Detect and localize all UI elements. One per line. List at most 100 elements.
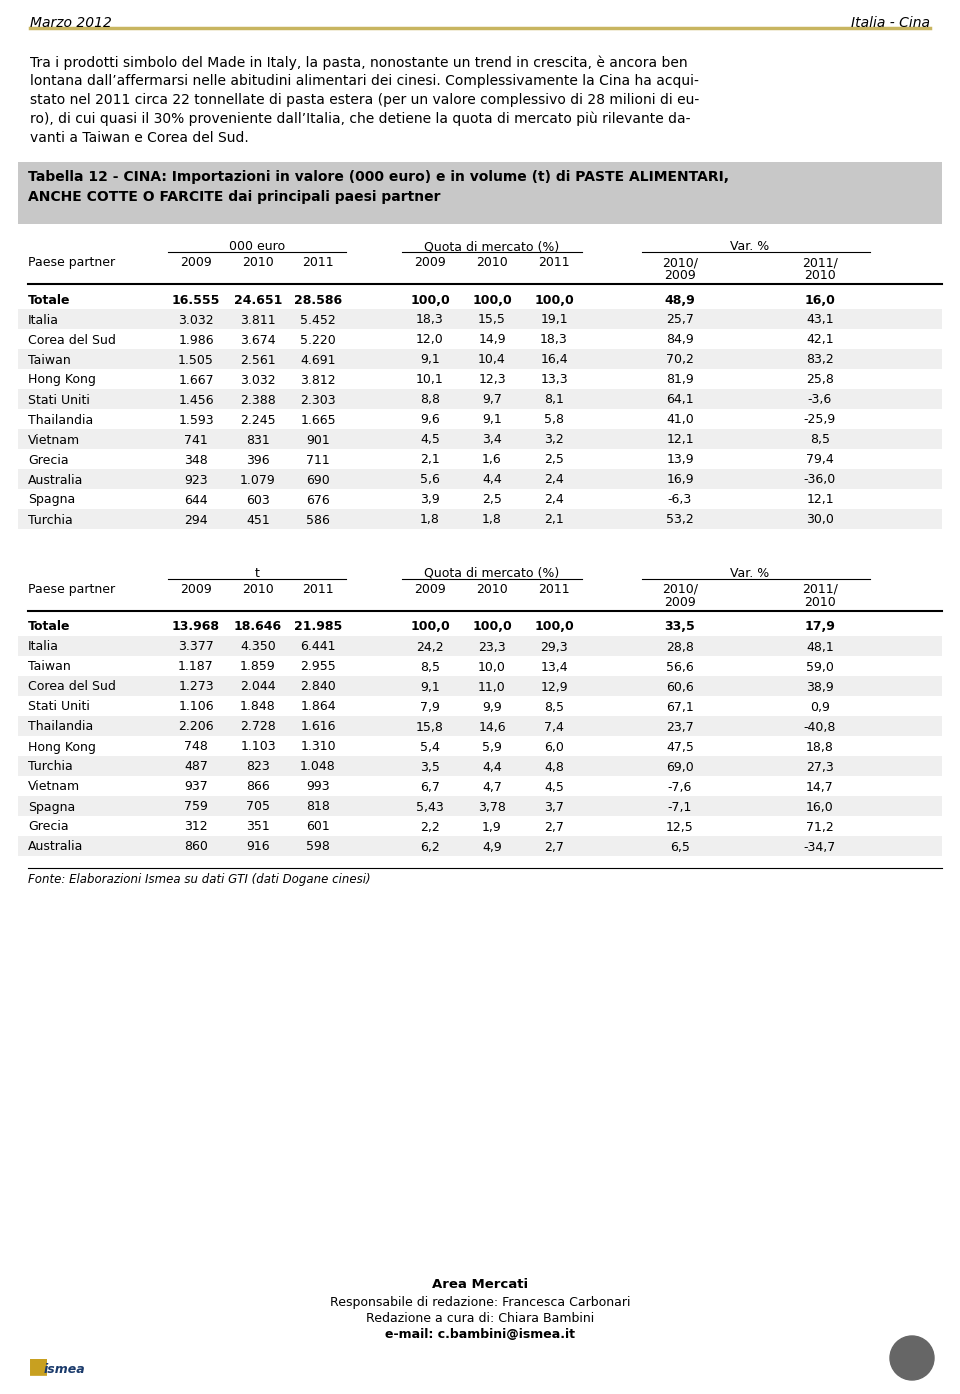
Bar [18,756,942,776]
Text: 2009: 2009 [414,583,445,597]
Text: 396: 396 [246,453,270,467]
Text: 10,4: 10,4 [478,354,506,367]
Text: 15,5: 15,5 [478,314,506,326]
Text: 16,9: 16,9 [666,474,694,487]
Text: 25,7: 25,7 [666,314,694,326]
Text: 2,7: 2,7 [544,841,564,853]
Text: 16,0: 16,0 [806,800,834,814]
Text: 676: 676 [306,493,330,506]
Text: -6,3: -6,3 [668,493,692,506]
Text: Quota di mercato (%): Quota di mercato (%) [424,240,560,252]
Text: 1.505: 1.505 [178,354,214,367]
Text: stato nel 2011 circa 22 tonnellate di pasta estera (per un valore complessivo di: stato nel 2011 circa 22 tonnellate di pa… [30,93,699,107]
Text: 2010: 2010 [804,597,836,609]
Text: 41,0: 41,0 [666,414,694,427]
Text: 2,2: 2,2 [420,821,440,834]
Text: 598: 598 [306,841,330,853]
Text: Totale: Totale [28,620,70,633]
Bar [18,348,942,369]
Text: 4.691: 4.691 [300,354,336,367]
Text: 451: 451 [246,513,270,527]
Text: 43,1: 43,1 [806,314,834,326]
Text: 2.728: 2.728 [240,721,276,733]
Text: 4,7: 4,7 [482,781,502,793]
Text: 741: 741 [184,434,208,446]
Text: Area Mercati: Area Mercati [432,1278,528,1291]
Text: 100,0: 100,0 [534,620,574,633]
Text: Hong Kong: Hong Kong [28,740,96,754]
Text: 14,9: 14,9 [478,333,506,347]
Text: 16,0: 16,0 [804,294,835,307]
Text: 2.561: 2.561 [240,354,276,367]
Text: 3.812: 3.812 [300,374,336,386]
Text: 5.220: 5.220 [300,333,336,347]
Text: 3,2: 3,2 [544,434,564,446]
Text: 3,9: 3,9 [420,493,440,506]
Text: 1.864: 1.864 [300,701,336,714]
Text: 48,1: 48,1 [806,640,834,654]
Text: 2,1: 2,1 [544,513,564,527]
Text: Paese partner: Paese partner [28,583,115,597]
Text: 603: 603 [246,493,270,506]
Text: -25,9: -25,9 [804,414,836,427]
Text: Tra i prodotti simbolo del Made in Italy, la pasta, nonostante un trend in cresc: Tra i prodotti simbolo del Made in Italy… [30,54,687,70]
Text: 3,4: 3,4 [482,434,502,446]
Text: 2.206: 2.206 [179,721,214,733]
Text: 64,1: 64,1 [666,393,694,407]
Text: Stati Uniti: Stati Uniti [28,701,90,714]
Text: 312: 312 [184,821,207,834]
Text: Var. %: Var. % [731,567,770,580]
Text: 1.848: 1.848 [240,701,276,714]
Text: 7,9: 7,9 [420,701,440,714]
Text: 2011: 2011 [302,256,334,269]
Bar [18,468,942,489]
Text: Turchia: Turchia [28,761,73,774]
Text: 2009: 2009 [664,597,696,609]
Text: ■: ■ [28,1356,49,1376]
Bar [18,162,942,224]
Text: 487: 487 [184,761,208,774]
Text: 2010: 2010 [804,269,836,282]
Text: 53,2: 53,2 [666,513,694,527]
Text: Paese partner: Paese partner [28,256,115,269]
Text: 9,7: 9,7 [482,393,502,407]
Text: 6,7: 6,7 [420,781,440,793]
Bar [18,796,942,815]
Text: Australia: Australia [28,841,84,853]
Text: 81,9: 81,9 [666,374,694,386]
Text: 2011/: 2011/ [802,256,838,269]
Bar [18,429,942,449]
Text: 644: 644 [184,493,207,506]
Text: 2010: 2010 [476,256,508,269]
Text: 5,43: 5,43 [416,800,444,814]
Text: 866: 866 [246,781,270,793]
Bar [18,717,942,736]
Text: 25,8: 25,8 [806,374,834,386]
Text: -7,1: -7,1 [668,800,692,814]
Bar [18,836,942,856]
Text: 586: 586 [306,513,330,527]
Text: 30,0: 30,0 [806,513,834,527]
Text: 21.985: 21.985 [294,620,342,633]
Text: -3,6: -3,6 [808,393,832,407]
Text: 59,0: 59,0 [806,661,834,673]
Text: Taiwan: Taiwan [28,661,71,673]
Text: 100,0: 100,0 [472,294,512,307]
Text: 1.665: 1.665 [300,414,336,427]
Text: Grecia: Grecia [28,821,68,834]
Text: 16.555: 16.555 [172,294,220,307]
Text: 1.986: 1.986 [179,333,214,347]
Text: 818: 818 [306,800,330,814]
Text: 2010: 2010 [242,583,274,597]
Text: 9,1: 9,1 [420,354,440,367]
Text: Corea del Sud: Corea del Sud [28,333,116,347]
Text: Taiwan: Taiwan [28,354,71,367]
Text: Redazione a cura di: Chiara Bambini: Redazione a cura di: Chiara Bambini [366,1312,594,1326]
Text: 15,8: 15,8 [416,721,444,733]
Text: 8,5: 8,5 [420,661,440,673]
Text: 11,0: 11,0 [478,680,506,693]
Text: 916: 916 [246,841,270,853]
Text: Italia: Italia [28,314,59,326]
Text: 8,8: 8,8 [420,393,440,407]
Text: Vietnam: Vietnam [28,434,80,446]
